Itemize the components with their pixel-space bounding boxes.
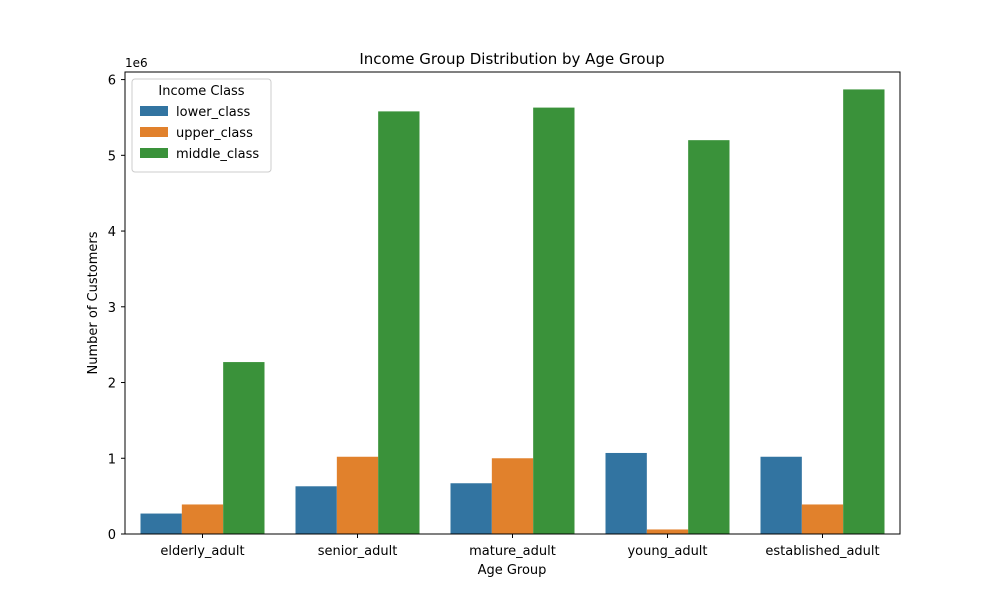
- y-tick-label: 5: [108, 149, 116, 164]
- y-tick-label: 0: [108, 528, 116, 543]
- x-axis-label: Age Group: [478, 563, 547, 578]
- x-tick-label: young_adult: [627, 544, 707, 559]
- bar-middle_class-elderly_adult: [223, 362, 265, 534]
- bar-middle_class-mature_adult: [533, 107, 575, 535]
- y-axis-label: Number of Customers: [86, 231, 101, 374]
- bar-lower_class-mature_adult: [450, 483, 492, 534]
- bar-upper_class-elderly_adult: [181, 504, 224, 534]
- chart-title: Income Group Distribution by Age Group: [359, 50, 664, 68]
- bar-upper_class-mature_adult: [491, 458, 534, 534]
- y-axis-offset-label: 1e6: [125, 56, 148, 70]
- legend-swatch-lower_class: [140, 106, 168, 116]
- bar-lower_class-young_adult: [605, 452, 647, 534]
- legend-swatch-middle_class: [140, 148, 168, 158]
- bar-lower_class-senior_adult: [295, 486, 337, 534]
- plot-area: [124, 71, 901, 535]
- legend-title: Income Class: [158, 84, 244, 99]
- bar-middle_class-young_adult: [688, 140, 730, 534]
- x-tick-label: established_adult: [765, 544, 879, 559]
- bar-middle_class-established_adult: [843, 89, 885, 534]
- y-axis: 0 1 2 3 4 5 6: [108, 74, 125, 543]
- legend-swatch-upper_class: [140, 127, 168, 137]
- y-tick-label: 4: [108, 225, 116, 240]
- bar-middle_class-senior_adult: [378, 111, 420, 534]
- bar-lower_class-established_adult: [760, 456, 802, 534]
- legend-label: middle_class: [176, 147, 259, 162]
- x-tick-label: mature_adult: [469, 544, 556, 559]
- x-tick-label: elderly_adult: [160, 544, 244, 559]
- y-tick-label: 1: [108, 452, 116, 467]
- bar-upper_class-established_adult: [801, 504, 844, 534]
- bar-lower_class-elderly_adult: [140, 513, 182, 534]
- bar-upper_class-senior_adult: [336, 456, 379, 534]
- x-axis: elderly_adult senior_adult mature_adult you…: [160, 534, 880, 559]
- legend: Income Class lower_class upper_classmiddle…: [131, 78, 272, 173]
- legend-label: upper_class: [176, 126, 253, 141]
- legend-label: lower_class: [176, 105, 251, 120]
- y-tick-label: 3: [108, 301, 116, 316]
- y-tick-label: 2: [108, 377, 116, 392]
- bar-upper_class-young_adult: [646, 529, 689, 534]
- x-tick-label: senior_adult: [318, 544, 398, 559]
- y-tick-label: 6: [108, 74, 116, 89]
